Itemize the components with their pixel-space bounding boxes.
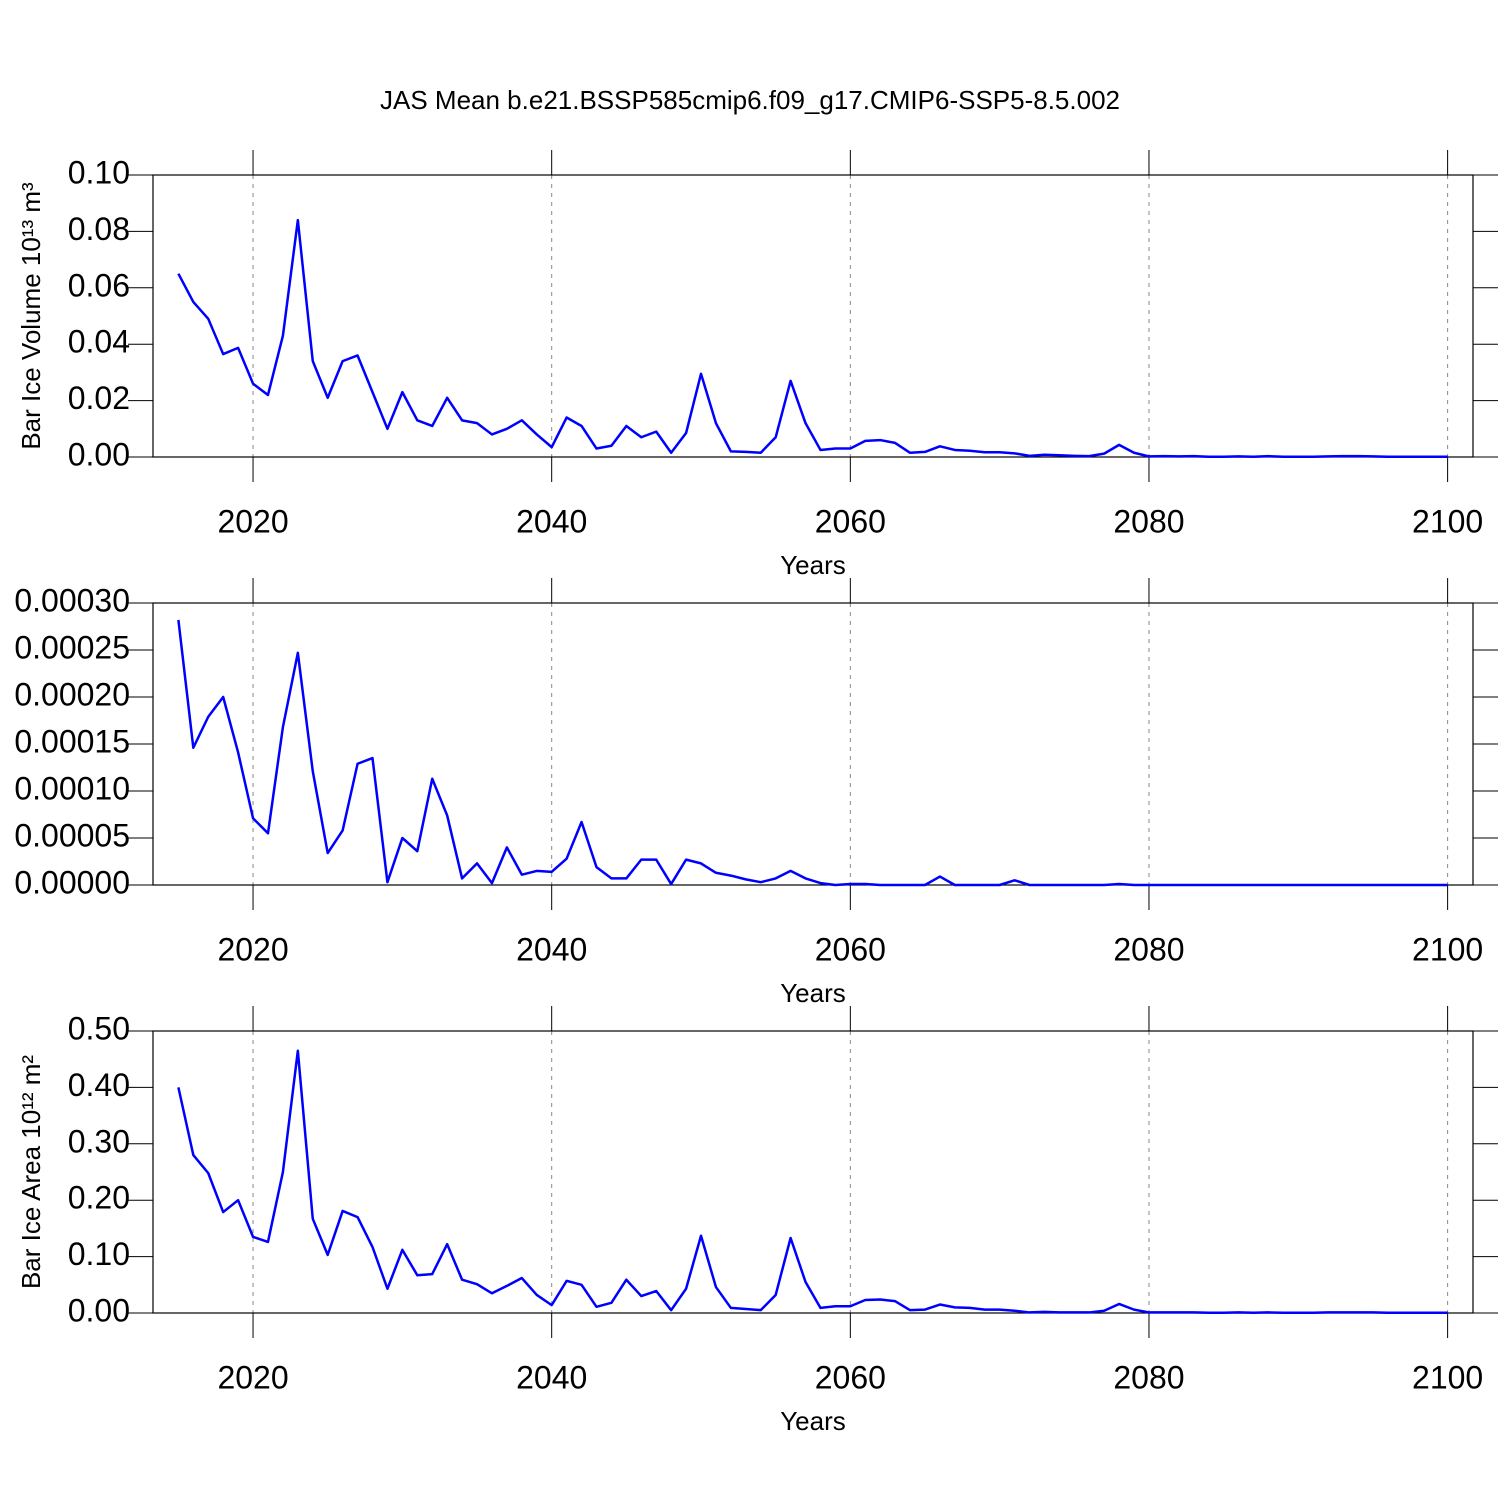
data-line — [177, 1049, 1448, 1314]
y-axis-label: Bar Ice Area 10¹² m² — [16, 1055, 46, 1289]
x-tick-label: 2020 — [217, 1359, 288, 1395]
x-tick-label: 2100 — [1412, 1359, 1483, 1395]
data-line — [177, 218, 1448, 458]
y-tick-label: 0.00 — [68, 1292, 130, 1328]
y-tick-label: 0.50 — [68, 1010, 130, 1046]
x-tick-label: 2080 — [1113, 1359, 1184, 1395]
x-axis-label: Years — [780, 978, 846, 1008]
plot-frame — [152, 602, 1474, 886]
x-tick-label: 2020 — [217, 503, 288, 539]
plot-frame — [152, 174, 1474, 458]
plot-frame — [152, 1030, 1474, 1314]
x-tick-label: 2100 — [1412, 931, 1483, 967]
x-axis-label: Years — [780, 1406, 846, 1436]
y-axis-label: Bar Ice Volume 10¹³ m³ — [16, 182, 46, 450]
y-tick-label: 0.02 — [68, 380, 130, 416]
x-tick-label: 2040 — [516, 931, 587, 967]
x-tick-label: 2060 — [815, 931, 886, 967]
y-tick-label: 0.10 — [68, 1236, 130, 1272]
y-tick-label: 0.30 — [68, 1123, 130, 1159]
x-tick-label: 2040 — [516, 503, 587, 539]
y-tick-label: 0.00025 — [14, 629, 130, 665]
chart-title: JAS Mean b.e21.BSSP585cmip6.f09_g17.CMIP… — [380, 85, 1120, 115]
y-tick-label: 0.10 — [68, 154, 130, 190]
y-tick-label: 0.00020 — [14, 676, 130, 712]
x-tick-label: 2020 — [217, 931, 288, 967]
x-tick-label: 2100 — [1412, 503, 1483, 539]
x-tick-label: 2080 — [1113, 503, 1184, 539]
y-tick-label: 0.00015 — [14, 723, 130, 759]
data-line — [177, 619, 1448, 887]
y-tick-label: 0.00000 — [14, 864, 130, 900]
y-tick-label: 0.06 — [68, 267, 130, 303]
x-tick-label: 2080 — [1113, 931, 1184, 967]
y-tick-label: 0.00 — [68, 436, 130, 472]
y-tick-label: 0.00010 — [14, 770, 130, 806]
x-tick-label: 2040 — [516, 1359, 587, 1395]
x-tick-label: 2060 — [815, 503, 886, 539]
y-tick-label: 0.08 — [68, 211, 130, 247]
x-axis-label: Years — [780, 550, 846, 580]
y-tick-label: 0.20 — [68, 1180, 130, 1216]
y-tick-label: 0.40 — [68, 1067, 130, 1103]
y-tick-label: 0.00030 — [14, 582, 130, 618]
x-tick-label: 2060 — [815, 1359, 886, 1395]
y-tick-label: 0.04 — [68, 324, 130, 360]
y-tick-label: 0.00005 — [14, 817, 130, 853]
